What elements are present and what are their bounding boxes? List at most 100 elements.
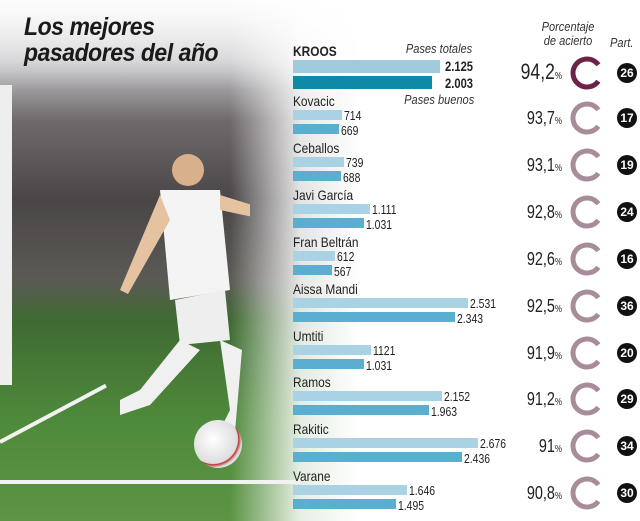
percent-unit: % (554, 71, 562, 82)
accuracy-number: 91,2 (526, 389, 555, 410)
label-total-passes: 1.111 (371, 201, 397, 217)
accuracy-value: 91,9% (506, 342, 562, 368)
accuracy-ring-arc (570, 101, 604, 135)
accuracy-ring-icon (570, 476, 604, 510)
percent-unit: % (554, 256, 562, 268)
label-total-passes: 612 (337, 248, 355, 264)
accuracy-value: 91% (506, 435, 562, 461)
bar-good-passes (293, 499, 397, 510)
accuracy-ring-icon (570, 289, 604, 323)
matches-badge: 24 (617, 201, 637, 222)
bar-good-passes (293, 311, 456, 322)
accuracy-value: 91,2% (506, 388, 562, 414)
accuracy-header-line-1: Porcentaje (541, 19, 595, 34)
football (194, 420, 242, 468)
player-name: Ramos (293, 374, 331, 391)
bar-good-passes (293, 358, 365, 369)
accuracy-column-header: Porcentaje de acierto (541, 20, 595, 48)
matches-badge: 34 (617, 436, 637, 457)
page-title: Los mejores pasadores del año (24, 14, 219, 67)
bar-total-passes (293, 297, 469, 308)
label-total-passes: 1121 (372, 342, 395, 358)
label-total-passes: 2.125 (445, 58, 474, 74)
percent-unit: % (554, 491, 562, 503)
accuracy-ring-icon (570, 242, 604, 276)
bar-good-passes (293, 170, 341, 181)
accuracy-value: 93,1% (506, 154, 562, 180)
label-good-passes: 688 (342, 169, 360, 185)
accuracy-value: 94,2% (506, 59, 562, 90)
accuracy-ring-arc (570, 242, 604, 276)
accuracy-ring-icon (570, 429, 604, 463)
accuracy-number: 93,7 (526, 108, 555, 128)
accuracy-ring-arc (570, 336, 604, 369)
bar-total-passes (293, 485, 407, 496)
label-total-passes: 2.676 (480, 436, 507, 452)
pitch-line (0, 480, 300, 484)
title-line-2: pasadores del año (24, 39, 219, 67)
matches-badge: 36 (617, 295, 637, 316)
label-total-passes: 739 (346, 154, 364, 170)
bar-total-passes (293, 60, 440, 73)
legend-total-passes: Pases totales (405, 41, 473, 56)
bar-total-passes (293, 110, 343, 120)
bar-good-passes (293, 405, 429, 416)
accuracy-header-line-2: de acierto (543, 33, 593, 48)
accuracy-value: 92,5% (506, 295, 562, 321)
accuracy-ring-arc (570, 195, 604, 229)
bar-total-passes (293, 344, 371, 355)
player-name: Varane (293, 468, 331, 485)
player-name: Rakitic (293, 421, 329, 438)
label-good-passes: 2.343 (457, 310, 484, 326)
player-name: KROOS (293, 43, 337, 59)
accuracy-number: 92,8 (526, 201, 555, 222)
accuracy-ring-arc (570, 56, 604, 90)
bar-good-passes (293, 76, 432, 89)
accuracy-ring-icon (570, 148, 604, 182)
label-good-passes: 2.436 (463, 451, 490, 467)
player-name: Kovacic (293, 93, 335, 109)
accuracy-ring-icon (570, 101, 604, 135)
bar-total-passes (293, 438, 479, 449)
label-good-passes: 669 (341, 123, 359, 138)
player-name: Fran Beltrán (293, 233, 359, 250)
matches-badge: 26 (617, 63, 637, 83)
accuracy-number: 90,8 (526, 483, 555, 504)
bar-total-passes (293, 250, 336, 261)
bar-good-passes (293, 264, 333, 275)
label-total-passes: 2.531 (470, 295, 497, 311)
percent-unit: % (554, 162, 562, 174)
accuracy-number: 94,2 (520, 59, 555, 84)
bar-total-passes (293, 156, 345, 167)
percent-unit: % (554, 350, 562, 362)
percent-unit: % (554, 116, 562, 127)
matches-badge: 19 (617, 154, 637, 175)
bar-good-passes (293, 124, 340, 134)
percent-unit: % (554, 209, 562, 221)
label-good-passes: 1.031 (366, 216, 393, 232)
accuracy-ring-icon (570, 382, 604, 416)
accuracy-ring-icon (570, 336, 604, 369)
accuracy-ring-icon (570, 195, 604, 229)
player-name: Javi García (293, 186, 354, 203)
bar-total-passes (293, 203, 370, 214)
label-total-passes: 714 (344, 108, 362, 123)
label-good-passes: 567 (334, 263, 352, 279)
percent-unit: % (554, 444, 562, 456)
corner-flag (0, 85, 12, 385)
label-good-passes: 1.963 (430, 404, 457, 420)
accuracy-ring-arc (570, 476, 604, 510)
matches-badge: 16 (617, 248, 637, 269)
accuracy-value: 93,7% (506, 107, 562, 133)
accuracy-ring-icon (570, 56, 604, 90)
label-good-passes: 1.495 (398, 498, 425, 514)
accuracy-value: 92,6% (506, 248, 562, 274)
player-name: Ceballos (293, 139, 340, 156)
accuracy-number: 93,1 (526, 154, 555, 175)
accuracy-number: 92,5 (526, 295, 555, 316)
legend-good-passes: Pases buenos (404, 92, 475, 107)
label-good-passes: 2.003 (445, 75, 474, 91)
percent-unit: % (554, 303, 562, 315)
bar-good-passes (293, 452, 462, 463)
label-good-passes: 1.031 (366, 357, 393, 373)
